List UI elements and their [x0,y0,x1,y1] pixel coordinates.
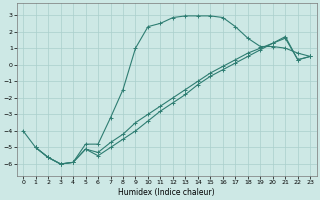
X-axis label: Humidex (Indice chaleur): Humidex (Indice chaleur) [118,188,215,197]
